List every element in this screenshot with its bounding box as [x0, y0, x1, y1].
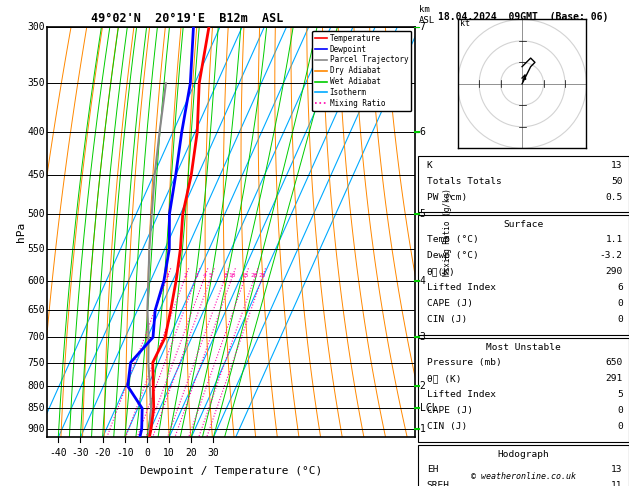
Text: hPa: hPa [16, 222, 26, 242]
Text: 13: 13 [611, 465, 623, 474]
Text: PW (cm): PW (cm) [426, 193, 467, 202]
Text: 0: 0 [144, 448, 150, 458]
Text: 290: 290 [606, 267, 623, 276]
Text: Most Unstable: Most Unstable [486, 343, 561, 352]
Text: 650: 650 [606, 358, 623, 367]
Text: 0: 0 [617, 406, 623, 415]
Text: Temp (°C): Temp (°C) [426, 235, 479, 244]
Text: 13: 13 [611, 161, 623, 170]
Text: Dewpoint / Temperature (°C): Dewpoint / Temperature (°C) [140, 466, 322, 476]
Text: 25: 25 [259, 273, 266, 278]
Text: -10: -10 [116, 448, 133, 458]
Text: 2: 2 [420, 381, 425, 391]
Text: 650: 650 [28, 305, 45, 315]
Text: -40: -40 [50, 448, 67, 458]
Text: 8: 8 [223, 273, 227, 278]
Bar [418, 338, 629, 442]
Text: 1: 1 [420, 424, 425, 434]
Text: 50: 50 [611, 177, 623, 186]
Text: Hodograph: Hodograph [498, 450, 550, 459]
Text: 5: 5 [617, 390, 623, 399]
Text: Pressure (mb): Pressure (mb) [426, 358, 501, 367]
Text: K: K [426, 161, 433, 170]
Text: Surface: Surface [504, 220, 543, 229]
Text: EH: EH [426, 465, 438, 474]
Text: 4: 4 [420, 276, 425, 286]
Text: -3.2: -3.2 [599, 251, 623, 260]
Bar [418, 156, 629, 212]
Text: 2: 2 [183, 273, 187, 278]
Legend: Temperature, Dewpoint, Parcel Trajectory, Dry Adiabat, Wet Adiabat, Isotherm, Mi: Temperature, Dewpoint, Parcel Trajectory… [312, 31, 411, 111]
Text: CAPE (J): CAPE (J) [426, 406, 473, 415]
Text: 4: 4 [203, 273, 206, 278]
Text: 450: 450 [28, 170, 45, 180]
Text: 1: 1 [165, 273, 169, 278]
Text: 550: 550 [28, 244, 45, 254]
Text: 600: 600 [28, 276, 45, 286]
Text: 5: 5 [420, 209, 425, 219]
Text: LCL: LCL [420, 403, 437, 414]
Text: 300: 300 [28, 22, 45, 32]
Text: 6: 6 [420, 127, 425, 137]
Text: 15: 15 [242, 273, 249, 278]
Text: CIN (J): CIN (J) [426, 315, 467, 324]
Text: 850: 850 [28, 403, 45, 414]
Text: SREH: SREH [426, 481, 450, 486]
Text: 0.5: 0.5 [606, 193, 623, 202]
Bar [418, 215, 629, 335]
Text: 700: 700 [28, 332, 45, 342]
Text: -30: -30 [72, 448, 89, 458]
Text: 3: 3 [420, 332, 425, 342]
Text: © weatheronline.co.uk: © weatheronline.co.uk [471, 472, 576, 481]
Text: 6: 6 [617, 283, 623, 292]
Text: 800: 800 [28, 381, 45, 391]
Text: 7: 7 [420, 22, 425, 32]
Text: Dewp (°C): Dewp (°C) [426, 251, 479, 260]
Text: 400: 400 [28, 127, 45, 137]
Text: kt: kt [460, 19, 470, 28]
Text: 0: 0 [617, 299, 623, 308]
Text: 0: 0 [617, 422, 623, 431]
Text: 20: 20 [186, 448, 197, 458]
Text: 3: 3 [194, 273, 198, 278]
Text: CAPE (J): CAPE (J) [426, 299, 473, 308]
Bar [418, 445, 629, 486]
Text: km
ASL: km ASL [419, 5, 435, 25]
Text: 49°02'N  20°19'E  B12m  ASL: 49°02'N 20°19'E B12m ASL [91, 12, 283, 25]
Text: -20: -20 [94, 448, 111, 458]
Text: 500: 500 [28, 209, 45, 219]
Text: 10: 10 [228, 273, 236, 278]
Text: θᴇ (K): θᴇ (K) [426, 374, 461, 383]
Text: Lifted Index: Lifted Index [426, 283, 496, 292]
Text: Mixing Ratio (g/kg): Mixing Ratio (g/kg) [443, 188, 452, 276]
Text: 30: 30 [208, 448, 220, 458]
Text: 11: 11 [611, 481, 623, 486]
Text: 10: 10 [163, 448, 175, 458]
Text: θᴇ(K): θᴇ(K) [426, 267, 455, 276]
Text: Lifted Index: Lifted Index [426, 390, 496, 399]
Text: 350: 350 [28, 78, 45, 88]
Text: 5: 5 [209, 273, 213, 278]
Text: 291: 291 [606, 374, 623, 383]
Text: 750: 750 [28, 358, 45, 367]
Text: 0: 0 [617, 315, 623, 324]
Text: 1.1: 1.1 [606, 235, 623, 244]
Text: CIN (J): CIN (J) [426, 422, 467, 431]
Text: 900: 900 [28, 424, 45, 434]
Text: 20: 20 [251, 273, 259, 278]
Text: 18.04.2024  09GMT  (Base: 06): 18.04.2024 09GMT (Base: 06) [438, 12, 609, 22]
Text: Totals Totals: Totals Totals [426, 177, 501, 186]
